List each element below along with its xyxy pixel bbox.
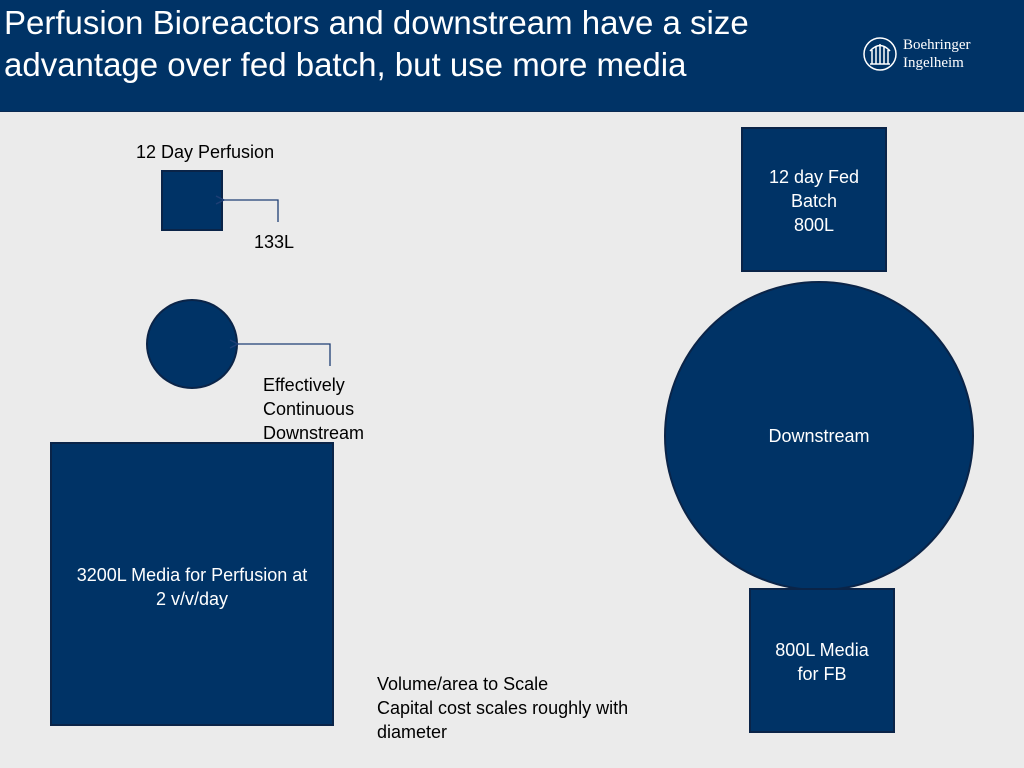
label-line: Effectively (263, 375, 345, 395)
label-line: 800L Media (775, 640, 869, 660)
label-line: Batch (790, 191, 838, 211)
perfusion-media-label: 3200L Media for Perfusion at 2 v/v/day (52, 563, 332, 611)
note-line: Capital cost scales roughly with (377, 698, 629, 718)
note-line: diameter (377, 722, 448, 742)
label-line: 12 day Fed (768, 167, 860, 187)
volume-callout-arrow (224, 200, 279, 222)
fed-batch-media-square: 800L Media for FB (749, 588, 895, 733)
perfusion-volume-label: 133L (254, 232, 295, 252)
label-line: Downstream (263, 423, 365, 443)
fed-batch-media-label: 800L Media for FB (751, 638, 893, 686)
logo-line: Ingelheim (903, 55, 964, 71)
label-line: 800L (793, 215, 835, 235)
perfusion-media-square: 3200L Media for Perfusion at 2 v/v/day (50, 442, 334, 726)
label-line: 3200L Media for Perfusion at (76, 565, 308, 585)
perfusion-downstream-label: Effectively Continuous Downstream (263, 373, 364, 445)
fed-batch-bioreactor-label: 12 day Fed Batch 800L (743, 165, 885, 237)
title-line: Perfusion Bioreactors and downstream hav… (4, 4, 749, 41)
title-line: advantage over fed batch, but use more m… (4, 46, 687, 83)
label-line: for FB (797, 664, 847, 684)
label-line: Continuous (263, 399, 355, 419)
fed-batch-downstream-circle: Downstream (664, 281, 974, 591)
fed-batch-bioreactor-square: 12 day Fed Batch 800L (741, 127, 887, 272)
slide-header: Perfusion Bioreactors and downstream hav… (0, 0, 1024, 112)
company-logo: Boehringer Ingelheim (862, 36, 992, 76)
fed-batch-downstream-label: Downstream (768, 426, 870, 446)
logo-text: Boehringer Ingelheim (903, 36, 970, 72)
boehringer-ingelheim-logo-icon (863, 37, 897, 71)
slide-title: Perfusion Bioreactors and downstream hav… (4, 2, 844, 86)
scale-note: Volume/area to Scale Capital cost scales… (377, 672, 628, 744)
note-line: Volume/area to Scale (377, 674, 549, 694)
logo-line: Boehringer (903, 37, 971, 53)
perfusion-downstream-circle (146, 299, 238, 389)
label-line: 2 v/v/day (155, 589, 229, 609)
perfusion-heading: 12 Day Perfusion (136, 142, 275, 162)
downstream-callout-arrow (238, 344, 331, 366)
